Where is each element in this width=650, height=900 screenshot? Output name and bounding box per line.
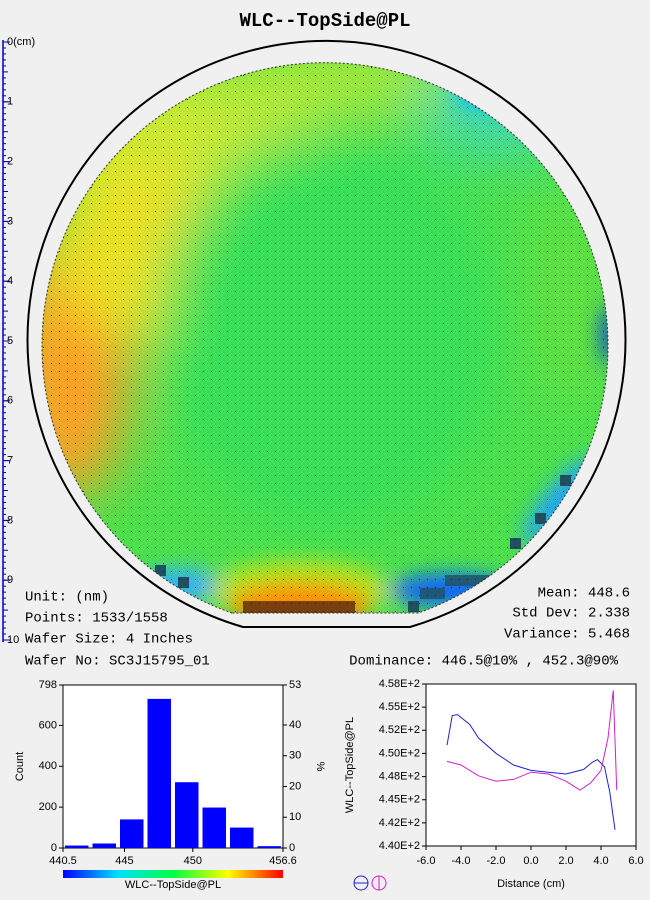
ruler-label: 9 <box>7 574 13 586</box>
y-tick-label: 4.42E+2 <box>379 817 420 829</box>
std-dev: Std Dev: 2.338 <box>512 606 630 622</box>
profile-line <box>446 690 618 791</box>
wafer-no: Wafer No: SC3J15795_01 <box>25 654 210 670</box>
bar <box>257 846 281 848</box>
y-tick-label: 200 <box>39 801 57 813</box>
x-tick-label: 6.0 <box>628 855 643 867</box>
y2-tick-label: 30 <box>289 750 301 762</box>
y-tick-label: 4.58E+2 <box>379 678 420 690</box>
bar <box>230 827 254 848</box>
bar <box>175 782 199 848</box>
variance: Variance: 5.468 <box>504 627 630 643</box>
y-tick-label: 4.52E+2 <box>379 724 420 736</box>
y2-axis-label: % <box>314 762 326 772</box>
ruler-label: 8 <box>7 514 13 526</box>
ruler-label: 7 <box>7 455 13 467</box>
points: Points: 1533/1558 <box>25 611 168 627</box>
profile-legend[interactable] <box>353 875 387 891</box>
color-bar <box>63 870 283 878</box>
y-tick-label: 4.50E+2 <box>379 747 420 759</box>
bar <box>147 698 171 848</box>
profile-line <box>446 714 616 830</box>
y-tick-label: 0 <box>51 842 57 854</box>
x-tick-label: 445 <box>115 855 133 867</box>
y2-tick-label: 0 <box>289 842 295 854</box>
mean: Mean: 448.6 <box>538 586 630 602</box>
x-tick-label: 2.0 <box>558 855 573 867</box>
wafer-map <box>41 62 608 613</box>
y-tick-label: 4.48E+2 <box>379 771 420 783</box>
x-tick-label: 0.0 <box>523 855 538 867</box>
ruler-label: 6 <box>7 395 13 407</box>
wafer-size: Wafer Size: 4 Inches <box>25 632 193 648</box>
y2-tick-label: 40 <box>289 719 301 731</box>
bar <box>92 843 116 848</box>
x-axis-label: WLC--TopSide@PL <box>125 879 221 891</box>
y2-tick-label: 10 <box>289 811 301 823</box>
y2-tick-label: 20 <box>289 780 301 792</box>
y-tick-label: 798 <box>39 679 57 691</box>
wafer-outline <box>26 39 627 628</box>
profile-plot <box>425 683 637 847</box>
x-tick-label: 440.5 <box>49 855 77 867</box>
y-tick-label: 4.45E+2 <box>379 794 420 806</box>
dominance: Dominance: 446.5@10% , 452.3@90% <box>349 654 618 670</box>
y-tick-label: 400 <box>39 760 57 772</box>
x-tick-label: 450 <box>184 855 202 867</box>
y-axis-label: WLC--TopSide@PL <box>344 717 356 813</box>
bar <box>120 819 144 848</box>
wafer-edge <box>41 62 609 614</box>
y-tick-label: 600 <box>39 719 57 731</box>
x-tick-label: 456.6 <box>269 855 297 867</box>
y-tick-label: 4.40E+2 <box>379 840 420 852</box>
ruler-label: 1 <box>7 96 13 108</box>
y-axis-label: Count <box>14 752 26 781</box>
ruler-label: 3 <box>7 215 13 227</box>
unit: Unit: (nm) <box>25 590 109 606</box>
x-tick-label: -4.0 <box>452 855 471 867</box>
bar <box>65 845 89 848</box>
ruler-label: 10 <box>7 634 19 646</box>
title: WLC--TopSide@PL <box>239 10 410 32</box>
x-tick-label: -6.0 <box>417 855 436 867</box>
ruler-label: 2 <box>7 156 13 168</box>
x-tick-label: 4.0 <box>593 855 608 867</box>
x-axis-label: Distance (cm) <box>497 878 565 890</box>
ruler-label: 4 <box>7 275 13 287</box>
ruler-label: 0(cm) <box>7 36 35 48</box>
y-tick-label: 4.55E+2 <box>379 701 420 713</box>
y2-tick-label: 53 <box>289 679 301 691</box>
histogram-plot <box>62 684 284 849</box>
bar <box>202 807 226 848</box>
ruler-label: 5 <box>7 335 13 347</box>
x-tick-label: -2.0 <box>487 855 506 867</box>
